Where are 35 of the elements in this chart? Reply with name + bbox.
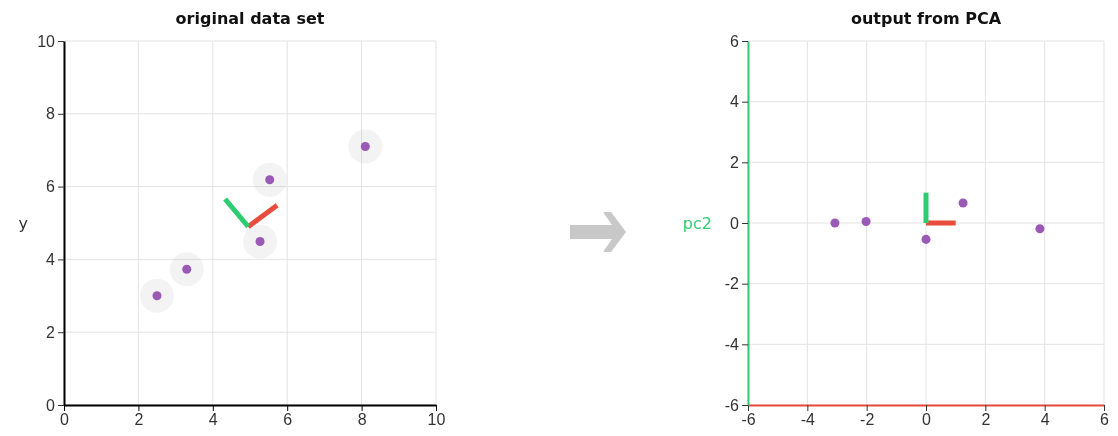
- y-tick-label: -2: [724, 275, 740, 293]
- chart-title: original data set: [175, 9, 325, 28]
- x-tick-label: 6: [1100, 411, 1110, 429]
- x-tick-label: -6: [741, 411, 756, 429]
- y-tick-label: 4: [730, 93, 740, 111]
- x-tick-label: -4: [800, 411, 816, 429]
- y-tick-label: 4: [46, 251, 56, 269]
- point: [958, 198, 968, 208]
- y-tick-label: -4: [724, 335, 740, 353]
- point: [861, 216, 871, 226]
- y-tick-label: 0: [730, 214, 740, 232]
- chart-title: output from PCA: [850, 9, 1002, 28]
- x-tick-label: 0: [60, 411, 70, 429]
- x-tick-label: 2: [134, 411, 144, 429]
- y-axis-title: pc2: [682, 214, 712, 233]
- y-tick-label: 6: [730, 32, 740, 50]
- y-tick-label: 0: [46, 396, 56, 414]
- point: [921, 234, 931, 244]
- x-tick-label: 2: [981, 411, 991, 429]
- point: [830, 218, 840, 228]
- x-tick-label: 8: [357, 411, 367, 429]
- y-tick-label: -6: [724, 396, 740, 414]
- x-tick-label: 6: [283, 411, 293, 429]
- y-tick-label: 6: [46, 178, 56, 196]
- y-tick-label: 10: [37, 32, 56, 50]
- y-tick-label: 2: [730, 153, 740, 171]
- point: [1035, 224, 1045, 234]
- x-tick-label: 10: [427, 411, 446, 429]
- x-tick-label: 4: [208, 411, 218, 429]
- y-tick-label: 8: [46, 105, 56, 123]
- x-tick-label: -2: [860, 411, 875, 429]
- y-tick-label: 2: [46, 323, 56, 341]
- y-axis-title: y: [18, 214, 28, 233]
- x-tick-label: 0: [922, 411, 932, 429]
- x-tick-label: 4: [1040, 411, 1050, 429]
